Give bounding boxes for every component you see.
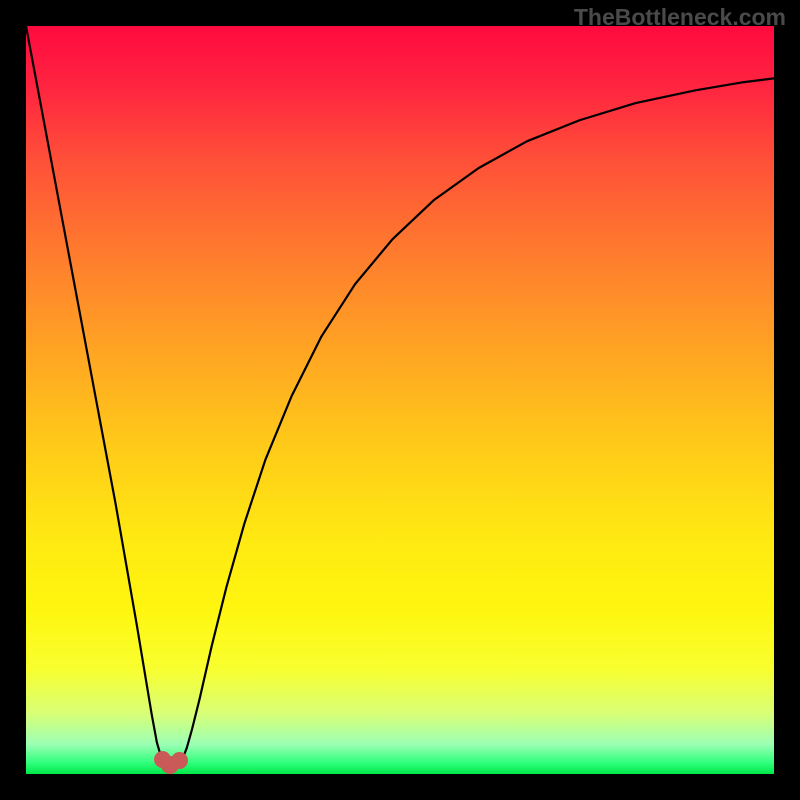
watermark-label: TheBottleneck.com <box>574 4 786 31</box>
optimum-marker <box>161 756 179 774</box>
optimum-marker-cluster <box>26 26 774 774</box>
plot-area <box>26 26 774 774</box>
